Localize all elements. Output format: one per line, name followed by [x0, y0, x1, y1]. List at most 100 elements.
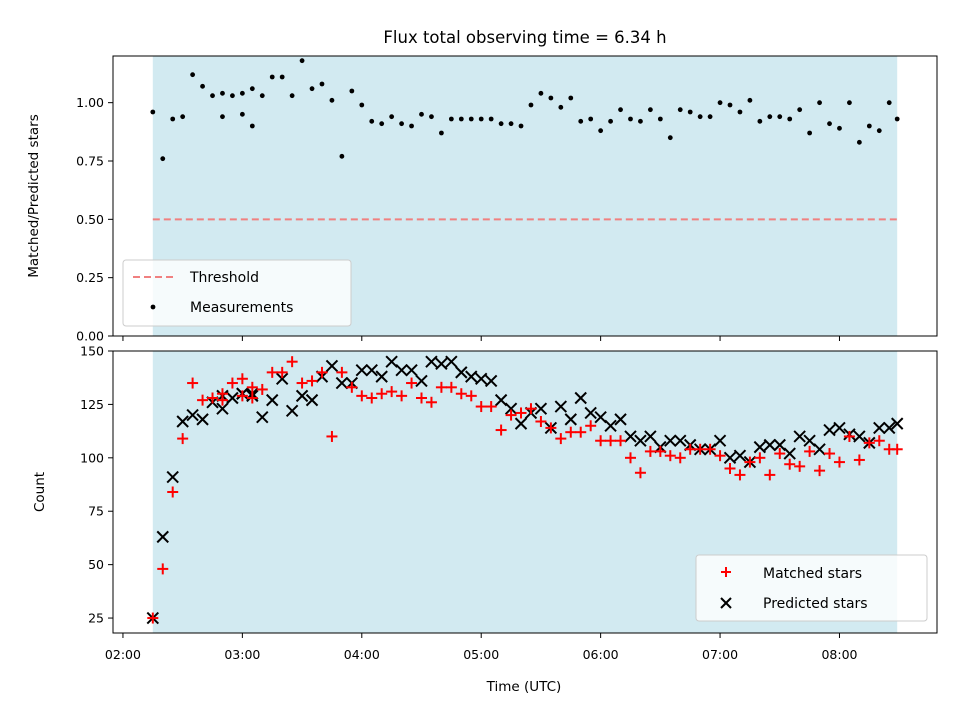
measurement-point	[598, 128, 604, 134]
matched-star-point	[615, 435, 627, 447]
measurement-point	[180, 114, 186, 120]
measurement-point	[677, 107, 683, 113]
matched-star-point	[236, 373, 248, 385]
predicted-star-point	[455, 366, 468, 379]
predicted-star-point	[156, 530, 169, 544]
matched-star-point	[595, 435, 607, 447]
matched-star-point	[525, 403, 537, 415]
predicted-star-point	[275, 372, 289, 385]
matched-star-point	[296, 377, 308, 389]
chart-title: Flux total observing time = 6.34 h	[383, 28, 666, 47]
measurement-point	[299, 58, 305, 64]
predicted-star-point	[783, 447, 796, 460]
matched-star-point	[197, 394, 209, 406]
matched-star-point	[455, 388, 467, 400]
bottom-legend: Matched stars Predicted stars	[695, 554, 928, 622]
top-legend-box	[122, 259, 352, 327]
predicted-star-point	[395, 364, 408, 377]
measurement-point	[239, 111, 245, 117]
bottom-axes-frame	[112, 350, 938, 634]
matched-star-point	[465, 390, 477, 402]
measurement-point	[409, 123, 414, 129]
measurement-point	[448, 116, 454, 122]
measurements-legend-label: Measurements	[190, 300, 293, 316]
measurement-point	[628, 116, 633, 122]
matched-star-point	[356, 390, 368, 402]
measurement-point	[558, 104, 564, 110]
predicted-star-point	[385, 355, 398, 368]
measurement-point	[707, 114, 713, 120]
measurement-point	[200, 83, 205, 89]
predicted-star-point	[256, 411, 269, 424]
predicted-star-point	[833, 421, 846, 435]
matched-star-point	[565, 426, 577, 438]
bottom-panel: 25 50 75 100 125 150 02:00 03:00 04:00 05:00 06:0…	[32, 344, 938, 695]
bottom-y-tick-label: 125	[80, 397, 104, 412]
measurement-point	[239, 90, 245, 96]
measurement-point	[488, 116, 494, 122]
predicted-star-point	[325, 359, 339, 373]
predicted-star-point	[873, 421, 886, 435]
matched-star-point	[306, 375, 318, 387]
matched-star-point	[555, 433, 567, 445]
predicted-star-point	[475, 372, 488, 385]
predicted-star-point	[226, 391, 239, 405]
bottom-y-tick-label: 25	[88, 611, 104, 626]
predicted-star-point	[733, 449, 747, 462]
measurement-point	[757, 118, 763, 124]
predicted-star-point	[484, 374, 498, 388]
matched-star-point	[824, 448, 836, 460]
matched-star-point	[634, 467, 646, 479]
predicted-star-point	[554, 400, 568, 413]
matched-star-point	[216, 394, 228, 406]
matched-star-point	[734, 469, 746, 481]
matched-star-point	[236, 390, 248, 402]
measurement-point	[578, 118, 584, 124]
x-tick-label: 03:00	[224, 647, 260, 662]
measurement-point	[737, 109, 743, 115]
matched-star-point	[366, 392, 378, 404]
predicted-star-point	[674, 434, 687, 447]
matched-star-point	[316, 366, 328, 378]
measurement-point	[538, 90, 544, 96]
predicted-star-point	[166, 470, 179, 484]
matched-star-point	[246, 392, 258, 404]
predicted-star-point	[594, 411, 607, 424]
matched-star-point	[644, 445, 656, 457]
predicted-star-point	[604, 419, 617, 432]
top-y-tick-label: 1.00	[76, 95, 104, 110]
measurement-point	[697, 114, 703, 120]
predicted-star-point	[375, 370, 388, 383]
predicted-legend-label: Predicted stars	[763, 596, 868, 612]
measurement-point	[259, 93, 265, 99]
measurement-point	[777, 114, 783, 120]
measurement-point	[847, 100, 852, 106]
measurement-point	[667, 135, 673, 141]
matched-star-point	[694, 443, 706, 455]
matched-star-point	[346, 381, 358, 393]
measurement-point	[379, 121, 385, 127]
measurement-point	[220, 90, 225, 96]
predicted-star-point	[295, 389, 309, 403]
x-tick-label: 08:00	[821, 647, 857, 662]
bottom-legend-box	[695, 554, 928, 622]
measurement-point	[528, 102, 534, 108]
predicted-star-point	[890, 417, 904, 430]
matched-star-point	[833, 456, 845, 468]
measurement-point	[220, 114, 225, 120]
predicted-star-point	[335, 376, 349, 390]
matched-star-point	[207, 392, 219, 404]
matched-star-point	[485, 401, 497, 413]
measurement-point	[638, 118, 643, 124]
measurement-point	[767, 114, 773, 120]
predicted-star-point	[664, 434, 677, 447]
matched-star-point	[545, 422, 557, 434]
matched-star-point	[386, 386, 398, 398]
measurement-point	[618, 107, 623, 113]
matched-legend-swatch	[721, 567, 731, 577]
measurement-point	[369, 118, 375, 124]
matched-star-point	[684, 443, 696, 455]
predicted-star-point	[823, 423, 836, 437]
measurement-point	[894, 116, 900, 122]
